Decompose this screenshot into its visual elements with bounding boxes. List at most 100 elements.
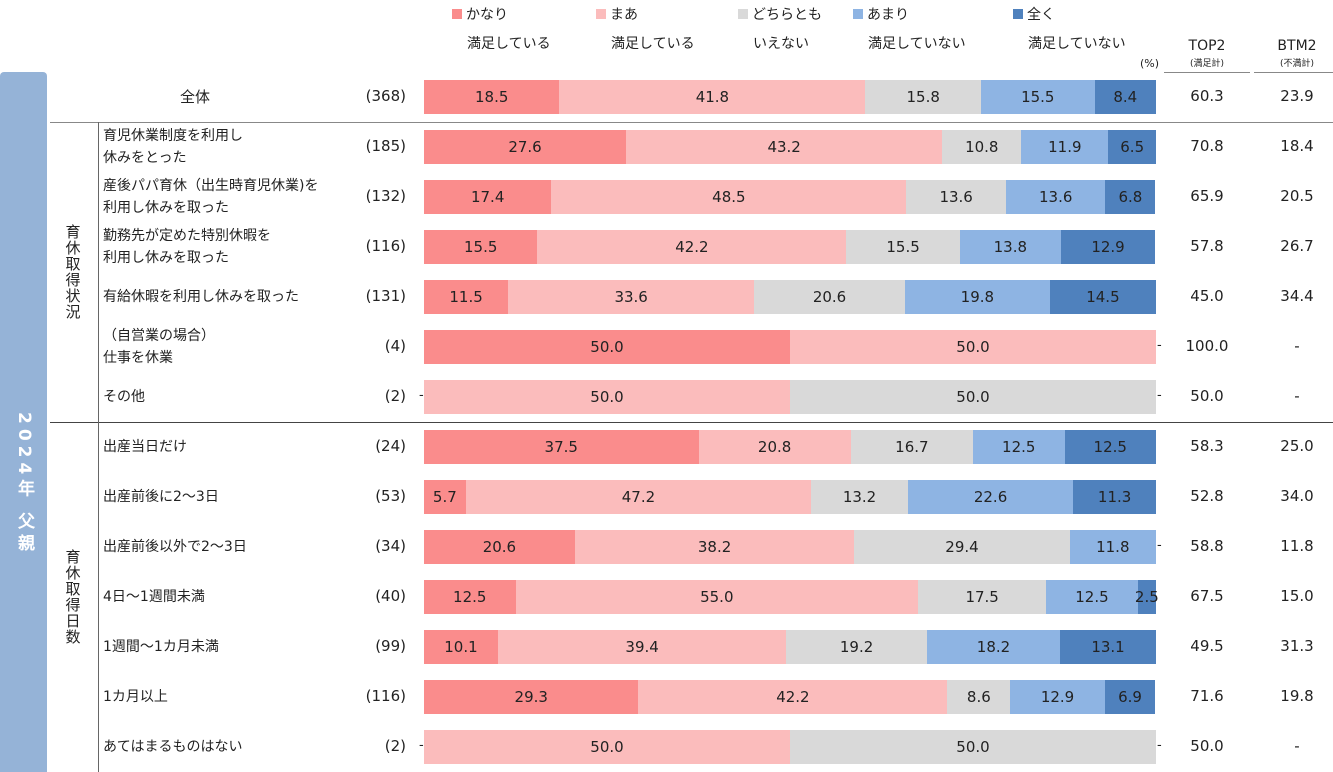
top2-value: 67.5 bbox=[1190, 587, 1224, 605]
bar-segment: 13.2 bbox=[811, 480, 908, 514]
sample-size: (53) bbox=[375, 487, 406, 505]
top2-value: 100.0 bbox=[1185, 337, 1229, 355]
sample-size: (131) bbox=[365, 287, 406, 305]
btm2-value: 34.4 bbox=[1280, 287, 1314, 305]
sample-size: (4) bbox=[384, 337, 406, 355]
btm2-value: 20.5 bbox=[1280, 187, 1314, 205]
bar-segment: 12.5 bbox=[973, 430, 1065, 464]
bar-segment: 11.5 bbox=[424, 280, 509, 314]
zero-dash: - bbox=[1157, 738, 1162, 753]
bar-segment: 19.2 bbox=[786, 630, 927, 664]
top2-value: 52.8 bbox=[1190, 487, 1224, 505]
bar-segment: 6.8 bbox=[1105, 180, 1156, 214]
bar-segment: 15.8 bbox=[865, 80, 982, 114]
bar-segment: 50.0 bbox=[424, 730, 790, 764]
bar-segment: 13.6 bbox=[906, 180, 1006, 214]
bar-segment: 50.0 bbox=[424, 330, 790, 364]
bar-segment: 42.2 bbox=[537, 230, 847, 264]
bar-segment: 50.0 bbox=[790, 330, 1156, 364]
sample-size: (132) bbox=[365, 187, 406, 205]
btm2-value: 15.0 bbox=[1280, 587, 1314, 605]
bar-segment: 18.5 bbox=[424, 80, 560, 114]
bar-segment: 15.5 bbox=[424, 230, 538, 264]
bar-segment: 42.2 bbox=[638, 680, 948, 714]
legend-item: まあ bbox=[596, 4, 638, 24]
top2-value: 58.8 bbox=[1190, 537, 1224, 555]
top2-value: 65.9 bbox=[1190, 187, 1224, 205]
row-label: 1週間～1カ月未満 bbox=[103, 639, 219, 655]
bar-segment: 12.9 bbox=[1010, 680, 1105, 714]
btm2-value: 26.7 bbox=[1280, 237, 1314, 255]
row-label: 4日～1週間未満 bbox=[103, 589, 205, 605]
sample-size: (2) bbox=[384, 387, 406, 405]
row-label: 育児休業制度を利用し 休みをとった bbox=[103, 128, 243, 166]
divider bbox=[98, 122, 99, 772]
top2-value: 50.0 bbox=[1190, 737, 1224, 755]
bar-segment: 37.5 bbox=[424, 430, 699, 464]
bar-segment: 8.6 bbox=[947, 680, 1011, 714]
unit-label: (%) bbox=[1140, 57, 1160, 70]
bar-segment: 17.4 bbox=[424, 180, 552, 214]
btm2-value: 19.8 bbox=[1280, 687, 1314, 705]
legend-label: かなり bbox=[466, 7, 508, 23]
row-label: 産後パパ育休（出生時育児休業)を 利用し休みを取った bbox=[103, 178, 319, 216]
bar-segment: 29.4 bbox=[854, 530, 1070, 564]
bar-segment: 27.6 bbox=[424, 130, 627, 164]
top2-value: 71.6 bbox=[1190, 687, 1224, 705]
summary-subheader: (不満計) bbox=[1279, 59, 1315, 69]
side-label: 2024年 父親 bbox=[14, 412, 34, 557]
bar-segment: 6.9 bbox=[1104, 680, 1156, 714]
legend-label: どちらとも bbox=[752, 7, 822, 23]
divider bbox=[50, 422, 1333, 423]
bar-segment: 10.1 bbox=[424, 630, 498, 664]
bar-segment: 14.5 bbox=[1049, 280, 1156, 314]
top2-value: 45.0 bbox=[1190, 287, 1224, 305]
bar-segment: 15.5 bbox=[846, 230, 960, 264]
top2-value: 49.5 bbox=[1190, 637, 1224, 655]
row-label: 全体 bbox=[180, 88, 211, 106]
legend-swatch bbox=[596, 9, 606, 19]
btm2-value: 18.4 bbox=[1280, 137, 1314, 155]
row-label: その他 bbox=[103, 389, 145, 405]
sample-size: (116) bbox=[365, 237, 406, 255]
row-label: 有給休暇を利用し休みを取った bbox=[103, 289, 299, 305]
legend-label: あまり bbox=[867, 7, 909, 23]
legend-item: どちらとも bbox=[738, 4, 822, 24]
btm2-value: - bbox=[1294, 387, 1300, 405]
legend-swatch bbox=[853, 9, 863, 19]
divider bbox=[50, 122, 1333, 123]
bar-segment: 39.4 bbox=[497, 630, 787, 664]
bar-segment: 5.7 bbox=[424, 480, 466, 514]
legend-item: 全く bbox=[1013, 4, 1055, 24]
legend-sublabel: いえない bbox=[753, 36, 809, 52]
zero-dash: - bbox=[419, 388, 424, 403]
bar-segment: 20.6 bbox=[424, 530, 575, 564]
sample-size: (116) bbox=[365, 687, 406, 705]
sample-size: (2) bbox=[384, 737, 406, 755]
row-label: 1カ月以上 bbox=[103, 689, 168, 705]
summary-underline bbox=[1164, 72, 1250, 73]
bar-segment: 8.4 bbox=[1094, 80, 1156, 114]
bar-segment: 12.9 bbox=[1060, 230, 1156, 264]
bar-segment: 2.5 bbox=[1135, 580, 1159, 614]
bar-segment: 50.0 bbox=[790, 380, 1156, 414]
legend-item: かなり bbox=[452, 4, 508, 24]
btm2-value: 31.3 bbox=[1280, 637, 1314, 655]
bar-segment: 29.3 bbox=[424, 680, 639, 714]
sample-size: (368) bbox=[365, 87, 406, 105]
legend-label: まあ bbox=[610, 7, 638, 23]
zero-dash: - bbox=[1157, 388, 1162, 403]
legend-sublabel: 満足していない bbox=[1028, 36, 1126, 52]
sample-size: (185) bbox=[365, 137, 406, 155]
top2-value: 60.3 bbox=[1190, 87, 1224, 105]
zero-dash: - bbox=[1157, 538, 1162, 553]
btm2-value: 11.8 bbox=[1280, 537, 1314, 555]
summary-header: TOP2 bbox=[1188, 38, 1226, 54]
row-label: 出産前後に2～3日 bbox=[103, 489, 219, 505]
bar-segment: 11.9 bbox=[1021, 130, 1109, 164]
summary-header: BTM2 bbox=[1277, 38, 1317, 54]
bar-segment: 48.5 bbox=[551, 180, 907, 214]
row-label: あてはまるものはない bbox=[103, 739, 243, 755]
bar-segment: 12.5 bbox=[1046, 580, 1138, 614]
bar-segment: 11.3 bbox=[1073, 480, 1156, 514]
